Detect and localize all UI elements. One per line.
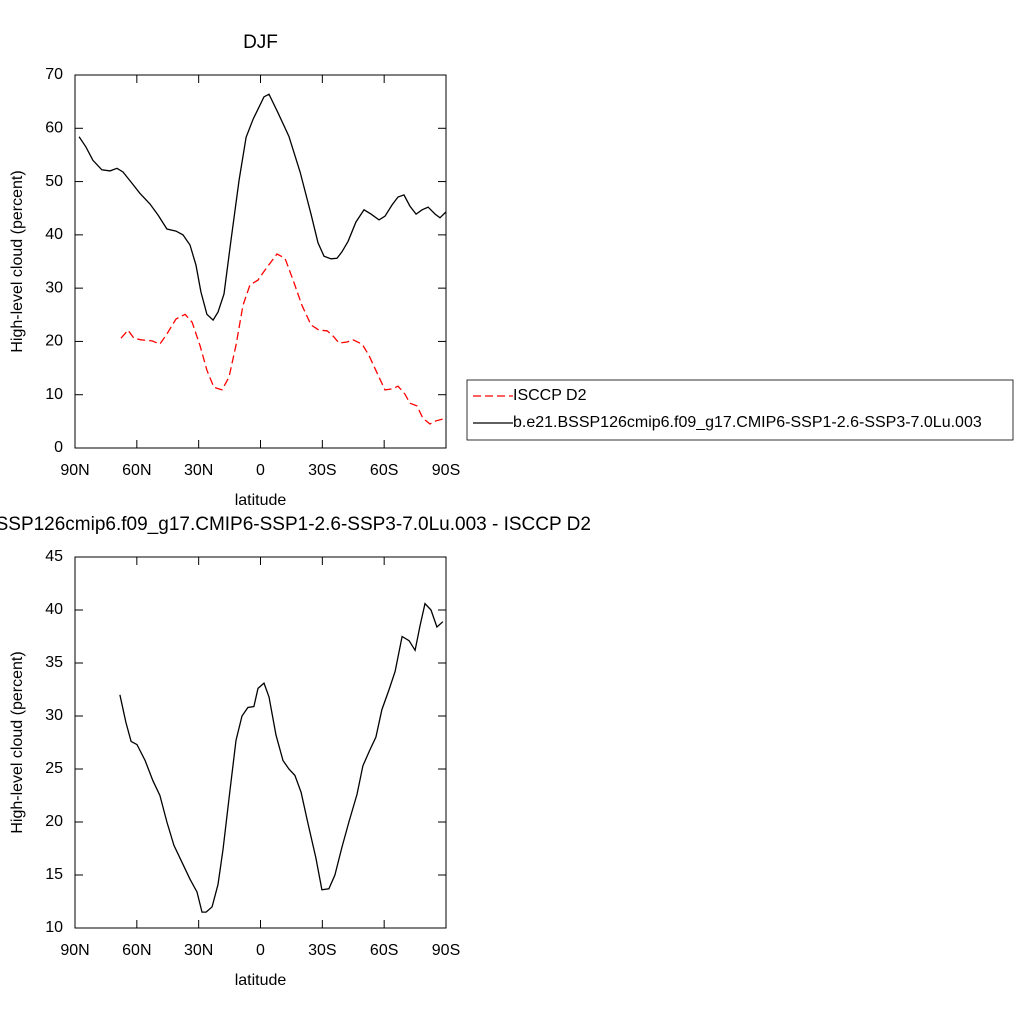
chart-title: DJF bbox=[243, 32, 278, 53]
plot-frame bbox=[74, 74, 447, 449]
y-tick-label: 35 bbox=[45, 654, 63, 671]
x-tick-label: 90N bbox=[60, 462, 89, 479]
y-tick-label: 10 bbox=[45, 386, 63, 403]
data-line bbox=[119, 602, 444, 913]
x-tick-label: 90S bbox=[432, 462, 460, 479]
x-axis-label: latitude bbox=[235, 972, 287, 989]
x-tick-label: 90S bbox=[432, 942, 460, 959]
x-tick-label: 30N bbox=[184, 462, 213, 479]
legend-box bbox=[466, 379, 1014, 441]
x-tick-label: 90N bbox=[60, 942, 89, 959]
y-tick-label: 20 bbox=[45, 813, 63, 830]
y-tick-label: 0 bbox=[54, 439, 63, 456]
x-tick-label: 30S bbox=[308, 942, 336, 959]
y-tick-label: 20 bbox=[45, 333, 63, 350]
x-tick-label: 60N bbox=[122, 942, 151, 959]
y-tick-label: 15 bbox=[45, 866, 63, 883]
chart-title: b.e21.BSSP126cmip6.f09_g17.CMIP6-SSP1-2.… bbox=[0, 514, 591, 535]
x-tick-label: 0 bbox=[256, 942, 265, 959]
legend-label: ISCCP D2 bbox=[513, 387, 587, 404]
data-line bbox=[120, 253, 447, 425]
plot-frame bbox=[74, 556, 447, 929]
legend-label: b.e21.BSSP126cmip6.f09_g17.CMIP6-SSP1-2.… bbox=[513, 414, 982, 431]
y-tick-label: 30 bbox=[45, 707, 63, 724]
y-tick-label: 10 bbox=[45, 919, 63, 936]
data-line bbox=[78, 93, 447, 322]
x-tick-label: 60S bbox=[370, 942, 398, 959]
y-axis-label: High-level cloud (percent) bbox=[9, 651, 26, 833]
x-axis-label: latitude bbox=[235, 492, 287, 509]
y-axis-label: High-level cloud (percent) bbox=[9, 170, 26, 352]
y-tick-label: 25 bbox=[45, 760, 63, 777]
y-tick-label: 60 bbox=[45, 120, 63, 137]
y-tick-label: 50 bbox=[45, 173, 63, 190]
x-tick-label: 60S bbox=[370, 462, 398, 479]
x-tick-label: 30N bbox=[184, 942, 213, 959]
x-tick-label: 30S bbox=[308, 462, 336, 479]
y-tick-label: 40 bbox=[45, 601, 63, 618]
y-tick-label: 45 bbox=[45, 548, 63, 565]
y-tick-label: 70 bbox=[45, 66, 63, 83]
y-tick-label: 30 bbox=[45, 279, 63, 296]
y-tick-label: 40 bbox=[45, 226, 63, 243]
x-tick-label: 60N bbox=[122, 462, 151, 479]
x-tick-label: 0 bbox=[256, 462, 265, 479]
